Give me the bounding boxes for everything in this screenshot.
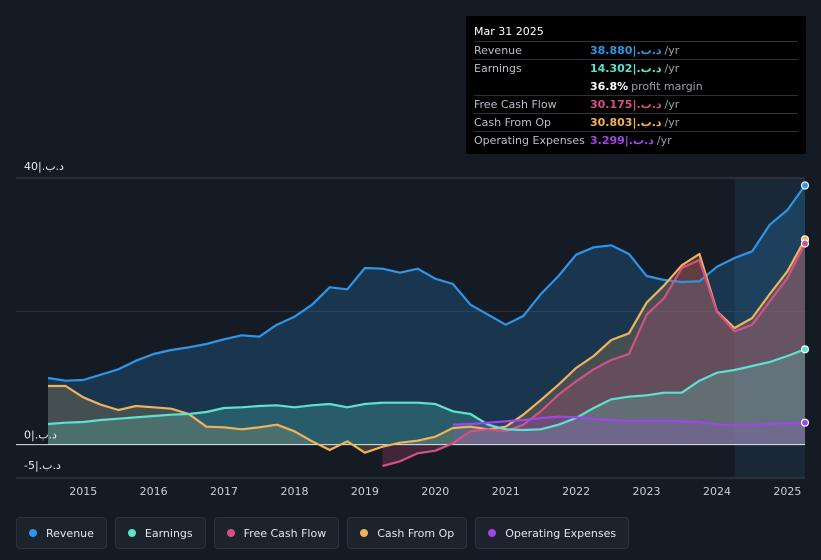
tooltip-label: Earnings bbox=[474, 62, 522, 75]
area-layer bbox=[48, 185, 805, 466]
x-tick-label: 2019 bbox=[351, 485, 379, 498]
tooltip-row-cash-from-op: Cash From Op 30.803|.د.ب /yr bbox=[474, 113, 798, 131]
earnings-endpoint bbox=[800, 345, 810, 354]
tooltip-unit: profit margin bbox=[631, 80, 703, 93]
y-axis-zero-label: 0|.د.ب bbox=[24, 429, 57, 442]
line-layer bbox=[47, 184, 806, 468]
x-tick-label: 2016 bbox=[140, 485, 168, 498]
free-cash-flow-endpoint bbox=[800, 239, 810, 248]
legend-dot-icon bbox=[29, 529, 37, 537]
operating-expenses-endpoint bbox=[800, 418, 810, 427]
y-axis-bottom-label: -5|.د.ب bbox=[24, 459, 61, 472]
x-tick-label: 2021 bbox=[492, 485, 520, 498]
tooltip-panel: Mar 31 2025 Revenue 38.880|.د.ب /yr Earn… bbox=[466, 16, 806, 154]
tooltip-value: 14.302|.د.ب bbox=[590, 62, 662, 75]
legend-label: Cash From Op bbox=[377, 526, 455, 540]
legend-label: Operating Expenses bbox=[505, 526, 617, 540]
endpoint-layer bbox=[800, 181, 810, 427]
x-tick-label: 2024 bbox=[703, 485, 731, 498]
legend-item-operating-expenses[interactable]: Operating Expenses bbox=[475, 517, 630, 549]
legend-label: Earnings bbox=[144, 526, 193, 540]
tooltip-value: 3.299|.د.ب bbox=[590, 134, 654, 147]
legend-item-earnings[interactable]: Earnings bbox=[114, 517, 206, 549]
y-axis-top-label: 40|.د.ب bbox=[24, 160, 64, 173]
cash-from-op-line bbox=[48, 238, 806, 454]
earnings-line bbox=[47, 348, 806, 432]
tooltip-unit: /yr bbox=[664, 98, 680, 111]
tooltip-row-free-cash-flow: Free Cash Flow 30.175|.د.ب /yr bbox=[474, 95, 798, 113]
tooltip-unit: /yr bbox=[664, 116, 680, 129]
tooltip-label: Free Cash Flow bbox=[474, 98, 557, 111]
free-cash-flow-area bbox=[382, 243, 805, 466]
tooltip-label: Operating Expenses bbox=[474, 134, 585, 147]
legend-dot-icon bbox=[127, 529, 136, 537]
revenue-endpoint bbox=[800, 181, 810, 190]
tooltip-date: Mar 31 2025 bbox=[474, 25, 544, 38]
tooltip-row-revenue: Revenue 38.880|.د.ب /yr bbox=[474, 41, 798, 59]
legend-label: Revenue bbox=[46, 526, 94, 540]
tooltip-label: Revenue bbox=[474, 44, 522, 57]
x-tick-label: 2020 bbox=[421, 485, 449, 498]
tooltip-value: 30.803|.د.ب bbox=[590, 116, 662, 129]
x-tick-label: 2015 bbox=[69, 485, 97, 498]
tooltip-row-profit-margin: 36.8% profit margin bbox=[474, 77, 798, 95]
operating-expenses-line bbox=[452, 415, 806, 427]
tooltip-unit: /yr bbox=[664, 44, 680, 57]
legend-dot-icon bbox=[360, 529, 369, 537]
tooltip-unit: /yr bbox=[656, 134, 672, 147]
tooltip-value: 38.880|.د.ب bbox=[590, 44, 662, 57]
tooltip-row-operating-expenses: Operating Expenses 3.299|.د.ب /yr bbox=[474, 131, 798, 149]
x-tick-label: 2023 bbox=[633, 485, 661, 498]
chart: 40|.د.ب 0|.د.ب -5|.د.ب 2015 2016 2017 2018 2… bbox=[16, 160, 810, 498]
tooltip-value: 36.8% bbox=[590, 80, 629, 93]
legend-item-free-cash-flow[interactable]: Free Cash Flow bbox=[213, 517, 340, 549]
legend-item-revenue[interactable]: Revenue bbox=[16, 517, 107, 549]
tooltip-value: 30.175|.د.ب bbox=[590, 98, 662, 111]
tooltip-row-earnings: Earnings 14.302|.د.ب /yr bbox=[474, 59, 798, 77]
legend-label: Free Cash Flow bbox=[243, 526, 327, 540]
x-tick-label: 2025 bbox=[773, 485, 801, 498]
legend-dot-icon bbox=[488, 529, 497, 537]
tooltip-label: Cash From Op bbox=[474, 116, 552, 129]
x-tick-label: 2022 bbox=[562, 485, 590, 498]
revenue-line bbox=[47, 184, 806, 382]
operating-expenses-area bbox=[452, 416, 805, 445]
legend: Revenue Earnings Free Cash Flow Cash Fro… bbox=[16, 517, 630, 549]
legend-dot-icon bbox=[226, 529, 235, 537]
x-tick-label: 2018 bbox=[280, 485, 308, 498]
x-tick-label: 2017 bbox=[210, 485, 238, 498]
x-axis-ticks: 2015 2016 2017 2018 2019 2020 2021 2022 2023 2024… bbox=[69, 485, 801, 498]
free-cash-flow-line bbox=[382, 243, 806, 468]
tooltip-unit: /yr bbox=[664, 62, 680, 75]
legend-item-cash-from-op[interactable]: Cash From Op bbox=[347, 517, 468, 549]
revenue-area bbox=[48, 185, 805, 445]
